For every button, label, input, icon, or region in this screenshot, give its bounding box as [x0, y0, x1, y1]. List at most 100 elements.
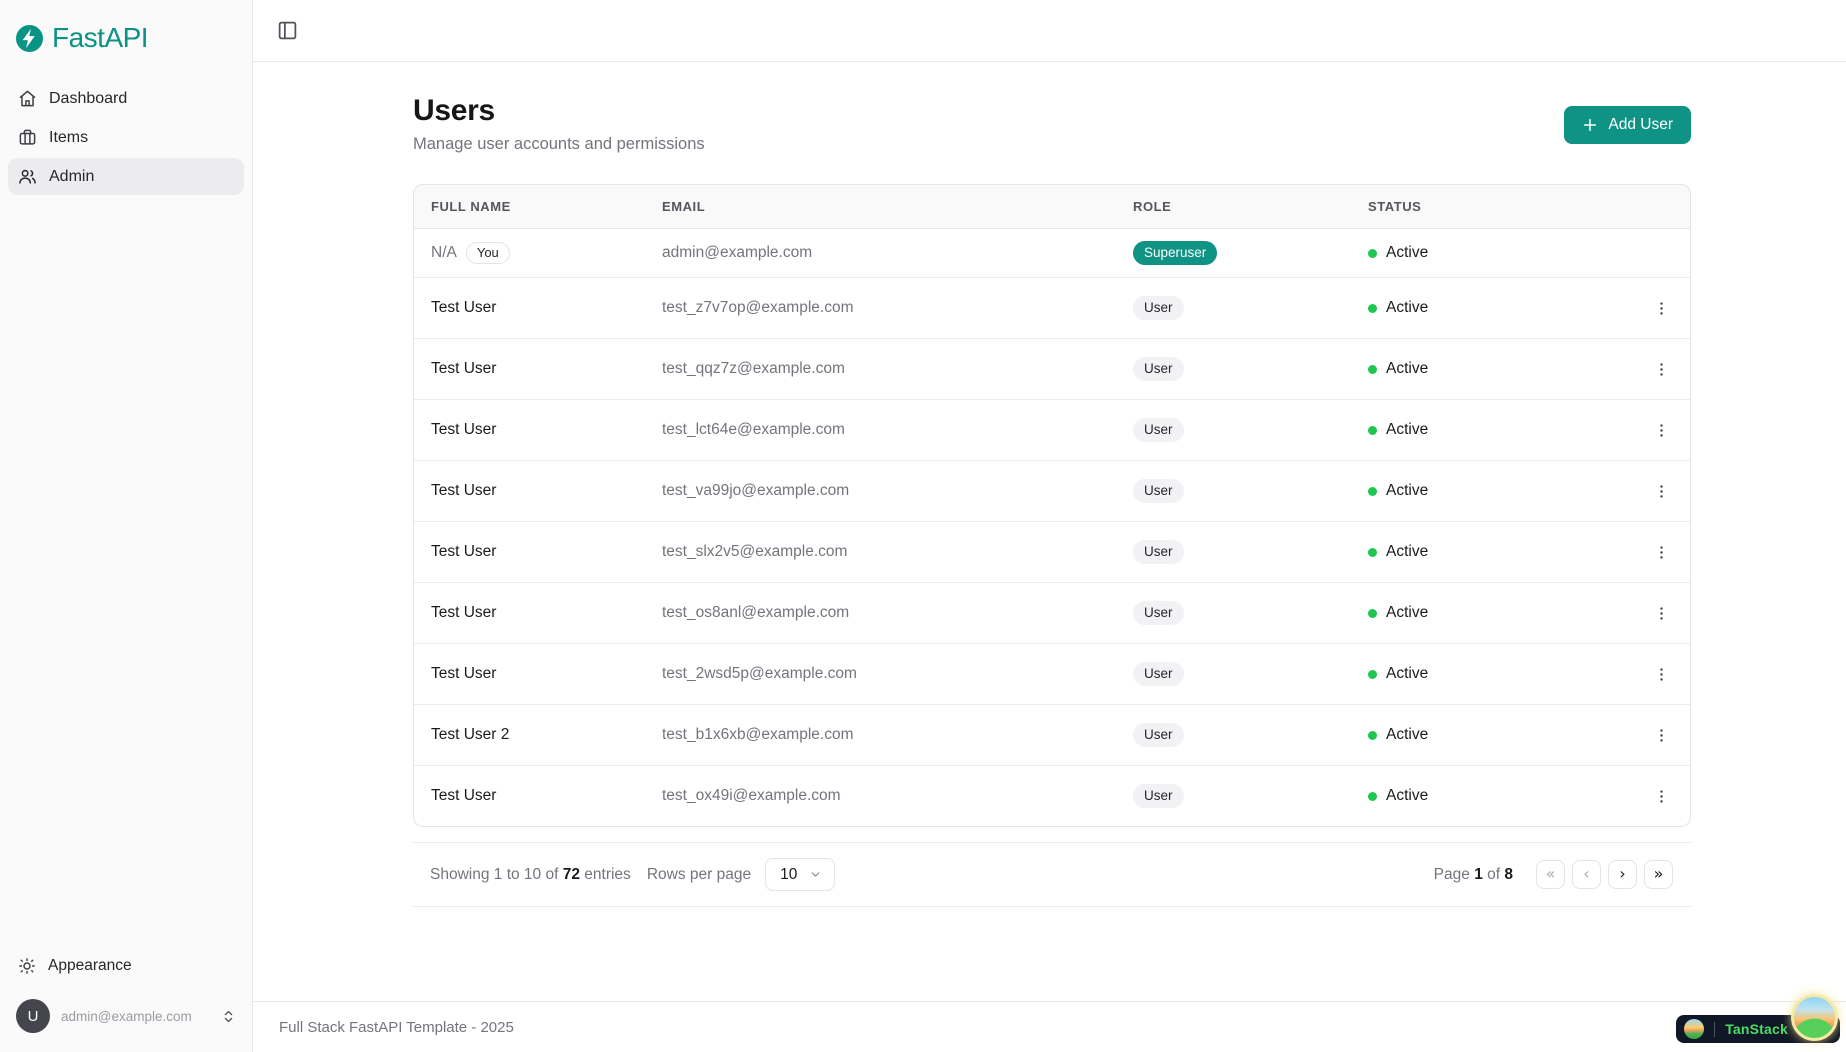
divider: [1714, 1021, 1716, 1037]
footer: Full Stack FastAPI Template - 2025: [253, 1001, 1846, 1052]
role-cell: User: [1116, 784, 1351, 808]
add-user-button-label: Add User: [1608, 116, 1673, 133]
status-cell: Active: [1351, 726, 1632, 744]
email-cell: test_qqz7z@example.com: [662, 360, 845, 377]
status-cell: Active: [1351, 244, 1632, 262]
status-label: Active: [1386, 421, 1429, 438]
status-dot-icon: [1368, 303, 1377, 313]
role-cell: User: [1116, 540, 1351, 564]
role-cell: User: [1116, 357, 1351, 381]
status-cell: Active: [1351, 665, 1632, 683]
total-entries-count: 72: [562, 865, 580, 883]
user-name: Test User: [431, 665, 497, 682]
status-dot-icon: [1368, 547, 1377, 557]
role-cell: Superuser: [1116, 241, 1351, 265]
status-label: Active: [1386, 299, 1429, 316]
row-menu-button[interactable]: [1646, 781, 1676, 811]
user-name: Test User 2: [431, 726, 510, 743]
appearance-toggle[interactable]: Appearance: [8, 948, 244, 984]
chevron-down-icon: [811, 872, 820, 877]
role-badge: User: [1133, 540, 1184, 564]
status-label: Active: [1386, 244, 1429, 261]
status-cell: Active: [1351, 543, 1632, 561]
sidebar-item-admin[interactable]: Admin: [8, 158, 244, 195]
fastapi-logo-icon: [16, 24, 43, 52]
status-label: Active: [1386, 543, 1429, 560]
tanstack-island-icon[interactable]: [1791, 994, 1838, 1041]
row-menu-button[interactable]: [1646, 659, 1676, 689]
page-subtitle: Manage user accounts and permissions: [413, 135, 705, 153]
table-row: Test User test_2wsd5p@example.com User A…: [414, 643, 1690, 704]
table-row: Test User 2 test_b1x6xb@example.com User…: [414, 704, 1690, 765]
tanstack-logo-icon: [1684, 1019, 1705, 1039]
brand-logo: FastAPI: [8, 18, 244, 56]
actions-cell: [1632, 720, 1690, 750]
rows-per-page-value: 10: [780, 865, 798, 883]
tanstack-label: TanStack: [1725, 1021, 1788, 1037]
column-header-full-name: FULL NAME: [431, 199, 511, 214]
column-header-role: ROLE: [1133, 199, 1172, 214]
tanstack-devtools-badge[interactable]: TanStack: [1676, 994, 1840, 1043]
table-row: Test User test_qqz7z@example.com User Ac…: [414, 338, 1690, 399]
email-cell: test_os8anl@example.com: [662, 604, 850, 621]
user-name: Test User: [431, 543, 497, 560]
sidebar-item-items[interactable]: Items: [8, 119, 244, 156]
user-name: Test User: [431, 421, 497, 438]
table-header-row: FULL NAME EMAIL ROLE STATUS: [414, 185, 1690, 229]
role-badge: User: [1133, 296, 1184, 320]
full-name-cell: Test User: [414, 543, 645, 561]
email-cell: test_va99jo@example.com: [662, 482, 850, 499]
sidebar-toggle-button[interactable]: [272, 16, 302, 46]
table-body: N/A You admin@example.com Superuser Acti…: [414, 229, 1690, 826]
last-page-button[interactable]: »: [1644, 860, 1673, 889]
first-page-button[interactable]: «: [1536, 860, 1565, 889]
status-cell: Active: [1351, 421, 1632, 439]
role-cell: User: [1116, 601, 1351, 625]
status-cell: Active: [1351, 787, 1632, 805]
status-label: Active: [1386, 604, 1429, 621]
actions-cell: [1632, 293, 1690, 323]
panel-left-icon: [278, 21, 296, 40]
next-page-button[interactable]: ›: [1608, 860, 1637, 889]
ellipsis-vertical-icon: [1659, 423, 1663, 437]
user-name: N/A: [431, 244, 457, 261]
sidebar-item-label: Items: [49, 128, 89, 146]
row-menu-button[interactable]: [1646, 293, 1676, 323]
row-menu-button[interactable]: [1646, 598, 1676, 628]
status-dot-icon: [1368, 669, 1377, 679]
row-menu-button[interactable]: [1646, 354, 1676, 384]
add-user-button[interactable]: Add User: [1564, 106, 1691, 144]
actions-cell: [1632, 415, 1690, 445]
plus-icon: [1584, 118, 1597, 132]
role-cell: User: [1116, 662, 1351, 686]
full-name-cell: Test User: [414, 421, 645, 439]
rows-per-page-select[interactable]: 10: [765, 858, 836, 891]
role-badge: User: [1133, 662, 1184, 686]
row-menu-button[interactable]: [1646, 476, 1676, 506]
previous-page-button[interactable]: ‹: [1572, 860, 1601, 889]
topbar: [253, 0, 1846, 62]
actions-cell: [1632, 476, 1690, 506]
user-menu[interactable]: U admin@example.com: [8, 994, 244, 1038]
home-icon: [19, 90, 36, 107]
row-menu-button[interactable]: [1646, 720, 1676, 750]
sidebar-item-dashboard[interactable]: Dashboard: [8, 80, 244, 117]
row-menu-button[interactable]: [1646, 415, 1676, 445]
ellipsis-vertical-icon: [1659, 789, 1663, 803]
row-menu-button[interactable]: [1646, 537, 1676, 567]
status-dot-icon: [1368, 791, 1377, 801]
user-name: Test User: [431, 360, 497, 377]
sidebar-nav: Dashboard Items Admin: [8, 80, 244, 195]
pagination-summary: Showing 1 to 10 of 72 entries Rows per p…: [430, 858, 836, 891]
sidebar-spacer: [8, 195, 244, 948]
role-badge: User: [1133, 418, 1184, 442]
email-cell: test_b1x6xb@example.com: [662, 726, 854, 743]
ellipsis-vertical-icon: [1659, 545, 1663, 559]
sidebar: FastAPI Dashboard Items Admin Appearance…: [0, 0, 253, 1052]
table-row: Test User test_ox49i@example.com User Ac…: [414, 765, 1690, 826]
table-row: Test User test_va99jo@example.com User A…: [414, 460, 1690, 521]
column-header-status: STATUS: [1368, 199, 1422, 214]
email-cell: test_z7v7op@example.com: [662, 299, 854, 316]
status-dot-icon: [1368, 608, 1377, 618]
